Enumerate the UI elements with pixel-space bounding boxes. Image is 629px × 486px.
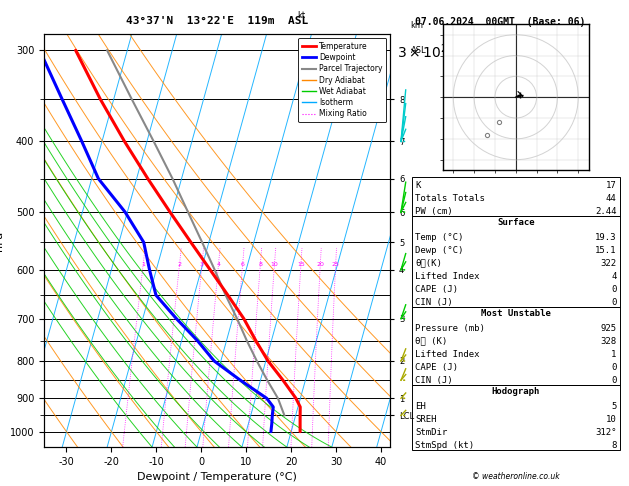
Text: 44: 44 (606, 194, 616, 203)
Text: Pressure (mb): Pressure (mb) (415, 324, 485, 332)
Text: 4: 4 (216, 262, 220, 267)
Text: Temp (°C): Temp (°C) (415, 233, 464, 242)
Text: 0: 0 (611, 297, 616, 307)
Text: km: km (411, 21, 424, 30)
Text: 3: 3 (200, 262, 204, 267)
Legend: Temperature, Dewpoint, Parcel Trajectory, Dry Adiabat, Wet Adiabat, Isotherm, Mi: Temperature, Dewpoint, Parcel Trajectory… (298, 38, 386, 122)
Text: ASL: ASL (411, 47, 426, 55)
Text: StmDir: StmDir (415, 428, 447, 436)
Y-axis label: hPa: hPa (0, 230, 4, 251)
Text: 10: 10 (606, 415, 616, 424)
Text: 15: 15 (297, 262, 304, 267)
X-axis label: Dewpoint / Temperature (°C): Dewpoint / Temperature (°C) (137, 472, 297, 483)
Text: 07.06.2024  00GMT  (Base: 06): 07.06.2024 00GMT (Base: 06) (415, 17, 586, 27)
Text: 8: 8 (611, 441, 616, 450)
Text: K: K (415, 181, 421, 190)
Text: θᴇ(K): θᴇ(K) (415, 259, 442, 268)
Text: 0: 0 (611, 285, 616, 294)
Text: 4: 4 (611, 272, 616, 280)
Text: 328: 328 (600, 337, 616, 346)
Text: 2: 2 (177, 262, 181, 267)
Text: 5: 5 (611, 401, 616, 411)
Text: 0: 0 (611, 363, 616, 372)
Text: 25: 25 (331, 262, 340, 267)
Text: 10: 10 (270, 262, 278, 267)
Text: 2.44: 2.44 (595, 207, 616, 216)
Text: CIN (J): CIN (J) (415, 297, 453, 307)
Text: 312°: 312° (595, 428, 616, 436)
Text: CAPE (J): CAPE (J) (415, 285, 458, 294)
Text: CIN (J): CIN (J) (415, 376, 453, 384)
Text: kt: kt (297, 11, 305, 20)
Text: 322: 322 (600, 259, 616, 268)
Text: 19.3: 19.3 (595, 233, 616, 242)
Text: 1: 1 (611, 349, 616, 359)
Text: CAPE (J): CAPE (J) (415, 363, 458, 372)
Text: PW (cm): PW (cm) (415, 207, 453, 216)
Text: Totals Totals: Totals Totals (415, 194, 485, 203)
Text: Lifted Index: Lifted Index (415, 272, 480, 280)
Text: Lifted Index: Lifted Index (415, 349, 480, 359)
Text: Surface: Surface (497, 218, 535, 227)
Text: θᴇ (K): θᴇ (K) (415, 337, 447, 346)
Text: EH: EH (415, 401, 426, 411)
Text: 8: 8 (259, 262, 262, 267)
Text: Most Unstable: Most Unstable (481, 310, 551, 318)
Text: 6: 6 (240, 262, 245, 267)
Text: 0: 0 (611, 376, 616, 384)
Text: 925: 925 (600, 324, 616, 332)
Text: 43°37'N  13°22'E  119m  ASL: 43°37'N 13°22'E 119m ASL (126, 16, 308, 26)
Text: 17: 17 (606, 181, 616, 190)
Text: Hodograph: Hodograph (492, 387, 540, 396)
Text: SREH: SREH (415, 415, 437, 424)
Text: Dewp (°C): Dewp (°C) (415, 245, 464, 255)
Text: 15.1: 15.1 (595, 245, 616, 255)
Text: 1: 1 (141, 262, 145, 267)
Text: StmSpd (kt): StmSpd (kt) (415, 441, 474, 450)
Text: © weatheronline.co.uk: © weatheronline.co.uk (472, 472, 560, 481)
Text: 20: 20 (316, 262, 324, 267)
